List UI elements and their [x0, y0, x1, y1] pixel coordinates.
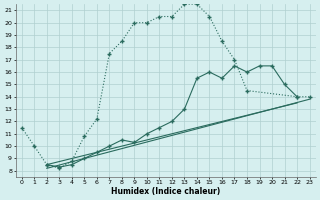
X-axis label: Humidex (Indice chaleur): Humidex (Indice chaleur): [111, 187, 220, 196]
